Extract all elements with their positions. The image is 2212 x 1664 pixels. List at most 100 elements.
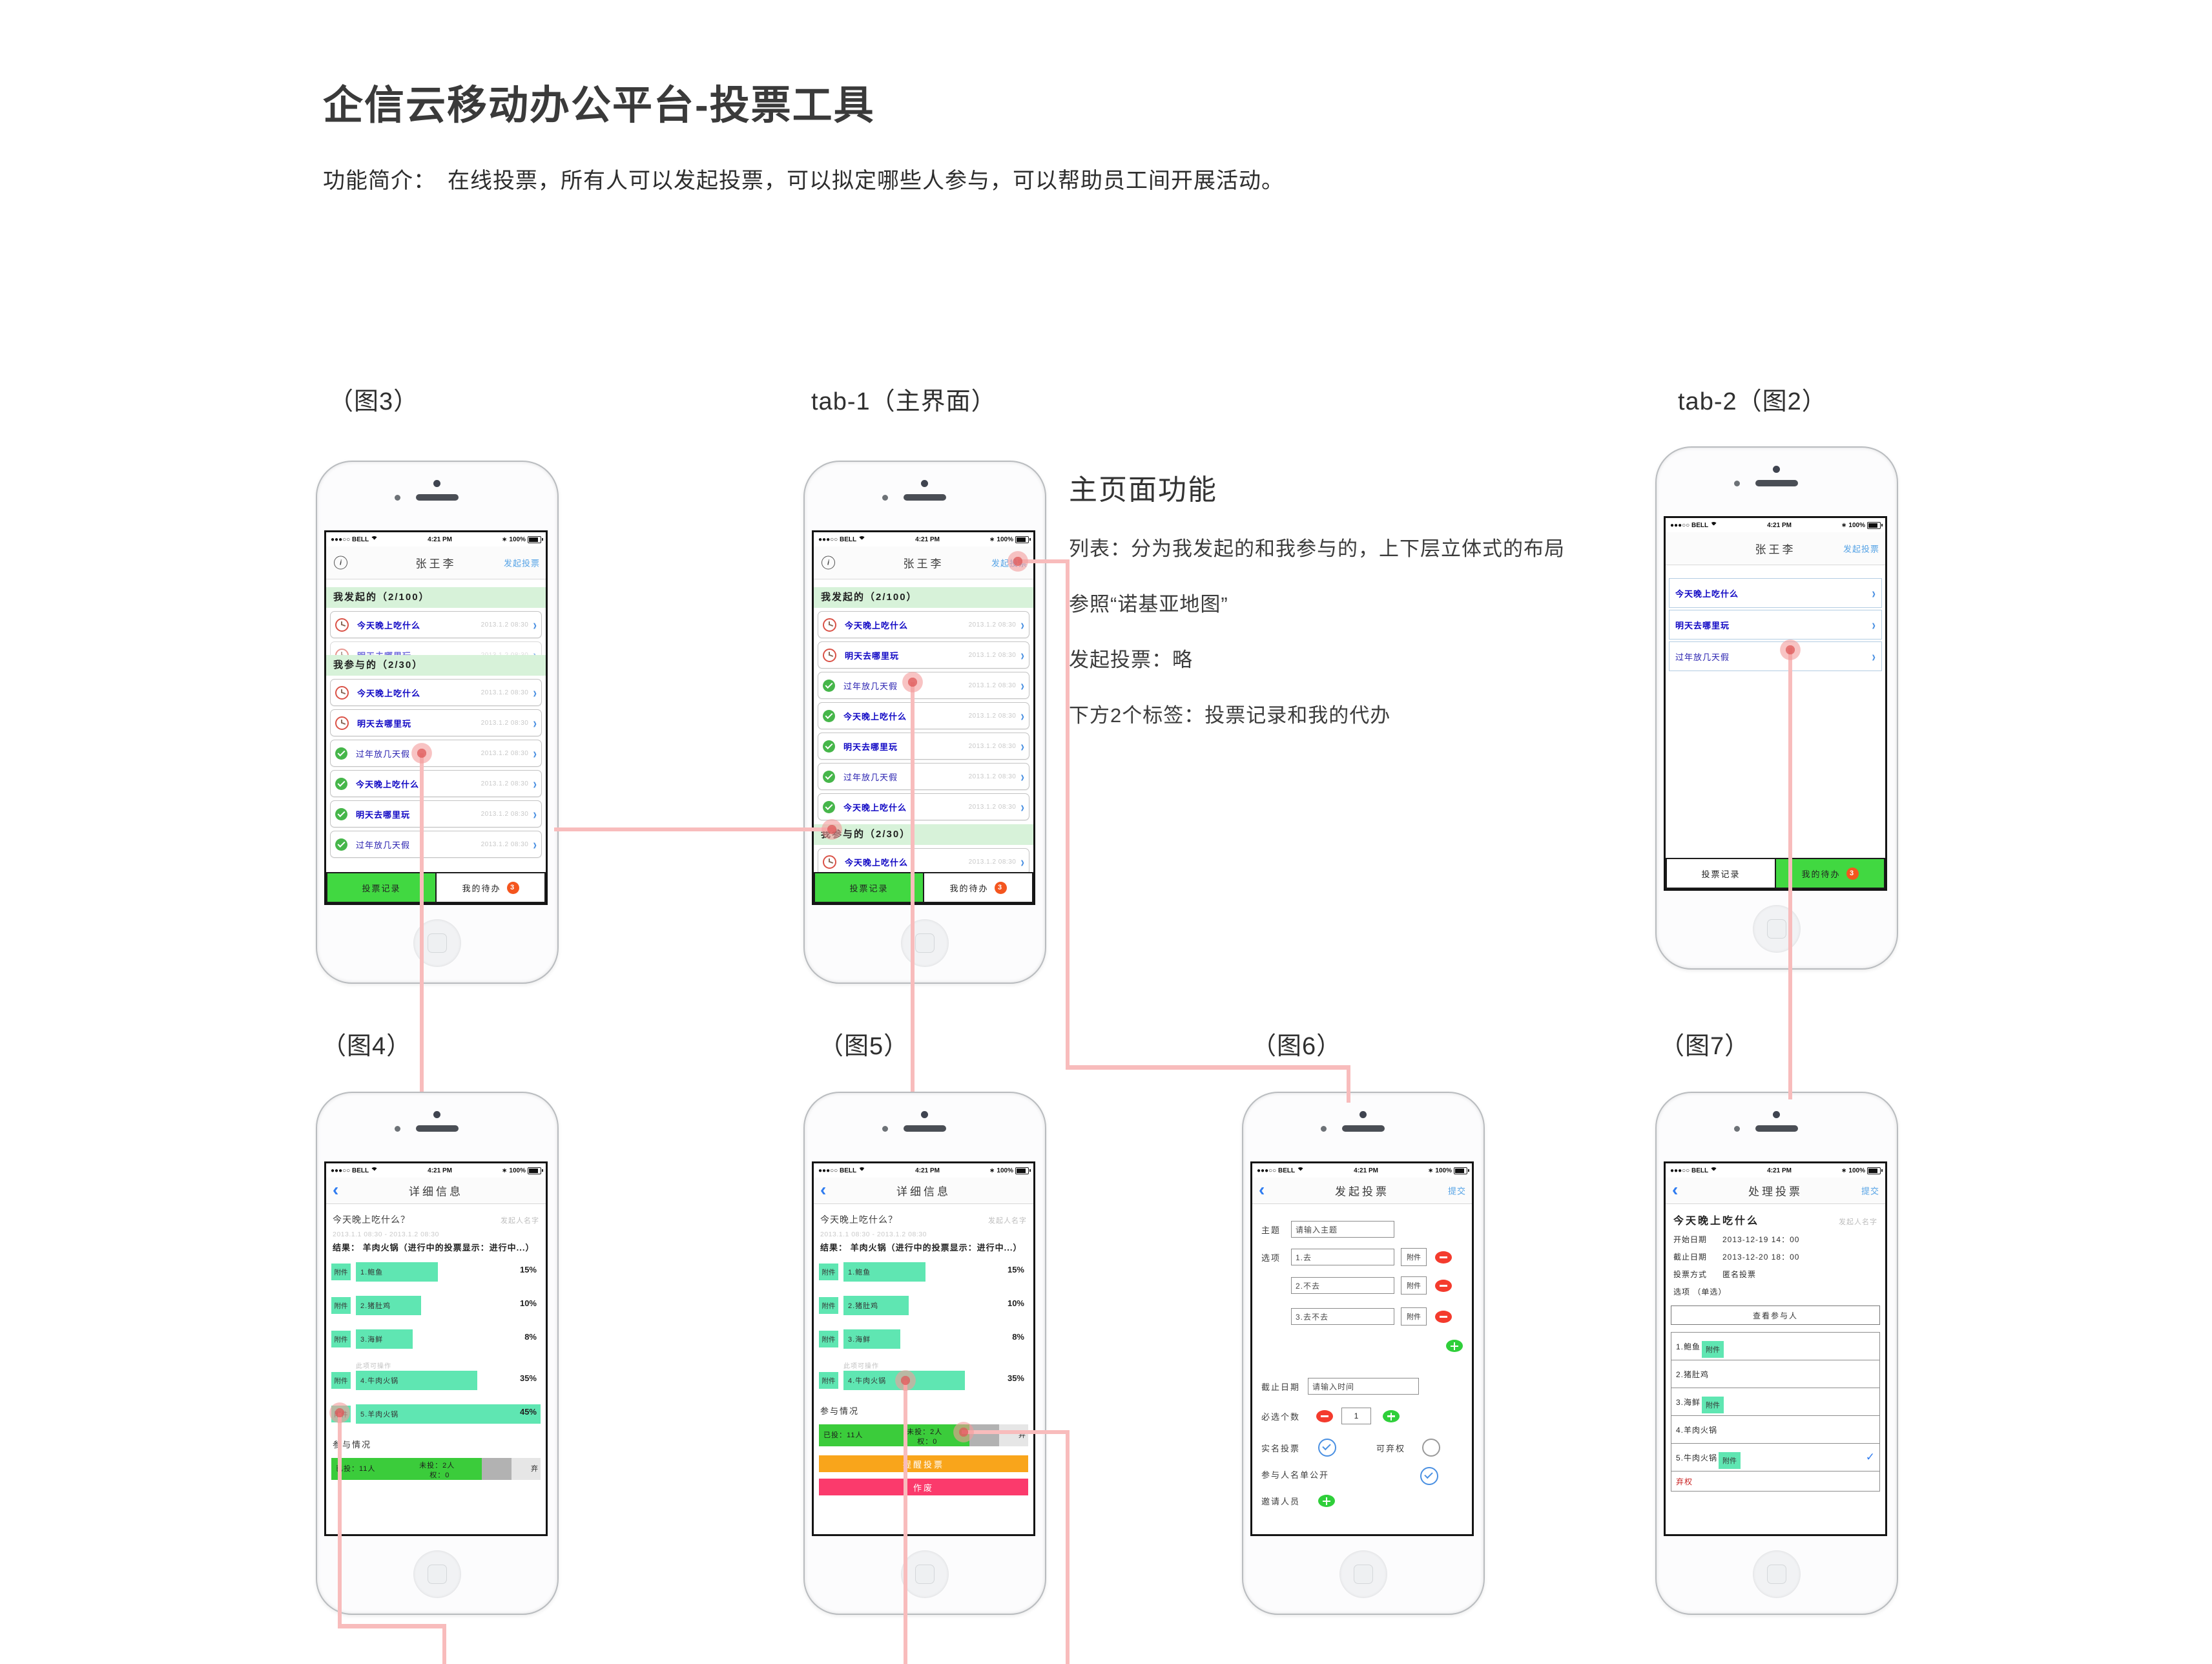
vote-option-row[interactable]: 5.牛肉火锅 附件 ✓ [1671, 1443, 1880, 1472]
vote-owner: 发起人名字 [988, 1217, 1027, 1225]
attachment-tag[interactable]: 附件 [331, 1297, 351, 1314]
attach-button[interactable]: 附件 [1401, 1276, 1427, 1295]
attachment-tag[interactable]: 附件 [819, 1264, 838, 1280]
vote-row-title: 今天晚上吃什么 [845, 857, 909, 868]
bluetooth-icon: ∗ [1841, 1167, 1847, 1174]
screen-vote-detail: ●●●○○ BELL 4:21 PM ∗ 100% ‹ 详细信息 今天晚上吃什么？… [324, 1161, 548, 1536]
vote-row[interactable]: 今天晚上吃什么 2013.1.2 08:30 › [818, 848, 1029, 875]
screen-vote-detail-manage: ●●●○○ BELL 4:21 PM ∗ 100% ‹ 详细信息 今天晚上吃什么？… [812, 1161, 1035, 1536]
tab-my-todo[interactable]: 我的待办 3 [1775, 859, 1884, 888]
remove-option-icon[interactable] [1435, 1251, 1452, 1264]
section-my-sent[interactable]: 我发起的（2/100） [326, 587, 546, 608]
option-input-3[interactable]: 3.去不去 [1291, 1308, 1394, 1325]
tab-vote-record[interactable]: 投票记录 [1667, 859, 1775, 888]
vote-row[interactable]: 今天晚上吃什么 2013.1.2 08:30 › [818, 702, 1029, 729]
section-my-joined[interactable]: 我参与的（2/30） [814, 824, 1033, 845]
vote-option-row[interactable]: 3.海鲜 附件 [1671, 1388, 1880, 1416]
invite-add-icon[interactable] [1318, 1495, 1335, 1507]
connector-line [911, 682, 915, 1092]
attachment-tag[interactable]: 附件 [331, 1264, 351, 1280]
back-icon[interactable]: ‹ [1672, 1179, 1679, 1200]
roster-public-checkbox[interactable] [1420, 1467, 1438, 1485]
vote-row[interactable]: 今天晚上吃什么 2013.1.2 08:30 › [330, 770, 542, 797]
realname-checkbox[interactable] [1318, 1439, 1336, 1457]
todo-row[interactable]: 明天去哪里玩 › [1669, 610, 1882, 640]
attachment-tag[interactable]: 附件 [819, 1331, 838, 1347]
attachment-tag[interactable]: 附件 [1702, 1341, 1724, 1358]
todo-row[interactable]: 过年放几天假 › [1669, 641, 1882, 671]
section-my-sent[interactable]: 我发起的（2/100） [814, 587, 1033, 608]
option-input-1[interactable]: 1.去 [1291, 1249, 1394, 1265]
min-select-value[interactable]: 1 [1341, 1408, 1371, 1424]
remind-vote-button[interactable]: 提醒投票 [819, 1455, 1028, 1472]
home-button[interactable] [1339, 1550, 1387, 1598]
vote-option-row[interactable]: 1.鲍鱼 附件 [1671, 1332, 1880, 1360]
remove-option-icon[interactable] [1435, 1279, 1452, 1292]
back-icon[interactable]: ‹ [1259, 1179, 1265, 1200]
topic-label: 主题 [1261, 1225, 1281, 1235]
view-participants-button[interactable]: 查看参与人 [1671, 1305, 1880, 1325]
status-bar: ●●●○○ BELL 4:21 PM ∗ 100% [1252, 1163, 1472, 1178]
option-input-2[interactable]: 2.不去 [1291, 1277, 1394, 1294]
home-button[interactable] [1753, 905, 1801, 953]
screen-vote-list-joined: ●●●○○ BELL 4:21 PM ∗ 100% i 张王李 发起投票 我发起的… [324, 530, 548, 905]
home-button[interactable] [1753, 1550, 1801, 1598]
attachment-tag[interactable]: 附件 [331, 1372, 351, 1389]
add-option-icon[interactable] [1446, 1340, 1463, 1352]
remove-option-icon[interactable] [1435, 1310, 1452, 1323]
vote-row-date: 2013.1.2 08:30 [968, 742, 1017, 750]
void-vote-button[interactable]: 作废 [819, 1479, 1028, 1495]
vote-row[interactable]: 今天晚上吃什么 2013.1.2 08:30 › [818, 793, 1029, 820]
attach-button[interactable]: 附件 [1401, 1248, 1427, 1266]
topic-input[interactable]: 请输入主题 [1291, 1221, 1394, 1238]
submit-button[interactable]: 提交 [1861, 1186, 1879, 1196]
increase-count-icon[interactable] [1383, 1409, 1400, 1422]
deadline-input[interactable]: 请输入时间 [1308, 1378, 1419, 1395]
vote-row[interactable]: 今天晚上吃什么 2013.1.2 08:30 › [330, 611, 542, 638]
home-button[interactable] [413, 1550, 461, 1598]
home-button[interactable] [901, 919, 949, 967]
attachment-tag[interactable]: 附件 [331, 1331, 351, 1347]
decrease-count-icon[interactable] [1316, 1409, 1333, 1422]
participation-bar: 已投：11人 未投：2人 权：0 弃 [819, 1424, 1028, 1446]
info-icon[interactable]: i [822, 556, 835, 570]
info-icon[interactable]: i [334, 556, 347, 570]
vote-option-row[interactable]: 2.猪肚鸡 [1671, 1360, 1880, 1388]
notes-line: 列表：分为我发起的和我参与的，上下层立体式的布局 [1069, 537, 1565, 560]
submit-button[interactable]: 提交 [1447, 1186, 1466, 1196]
tab-vote-record[interactable]: 投票记录 [815, 873, 923, 902]
vote-row[interactable]: 过年放几天假 2013.1.2 08:30 › [818, 763, 1029, 790]
label-fig5: （图5） [819, 1033, 909, 1060]
deadline-label: 截止日期 [1261, 1382, 1301, 1392]
vote-option-row[interactable]: 4.羊肉火锅 [1671, 1415, 1880, 1444]
attachment-tag[interactable]: 附件 [1702, 1397, 1724, 1413]
allow-abstain-checkbox[interactable] [1422, 1439, 1441, 1457]
todo-row[interactable]: 今天晚上吃什么 › [1669, 578, 1882, 608]
connector-line [904, 1380, 907, 1664]
back-icon[interactable]: ‹ [333, 1179, 339, 1200]
back-icon[interactable]: ‹ [820, 1179, 827, 1200]
vote-row[interactable]: 过年放几天假 2013.1.2 08:30 › [330, 831, 542, 858]
attachment-tag[interactable]: 附件 [1719, 1452, 1741, 1469]
section-my-joined[interactable]: 我参与的（2/30） [326, 655, 546, 676]
tab-my-todo[interactable]: 我的待办 3 [435, 873, 544, 902]
launch-vote-button[interactable]: 发起投票 [1843, 544, 1879, 554]
vote-row[interactable]: 今天晚上吃什么 2013.1.2 08:30 › [330, 679, 542, 706]
attach-button[interactable]: 附件 [1401, 1307, 1427, 1326]
tab-vote-record[interactable]: 投票记录 [327, 873, 435, 902]
notes-line: 下方2个标签：投票记录和我的代办 [1069, 704, 1391, 727]
vote-row[interactable]: 今天晚上吃什么 2013.1.2 08:30 › [818, 611, 1029, 638]
launch-vote-button[interactable]: 发起投票 [503, 558, 540, 568]
attachment-tag[interactable]: 附件 [819, 1372, 838, 1389]
attachment-tag[interactable]: 附件 [819, 1297, 838, 1314]
tab-my-todo[interactable]: 我的待办 3 [923, 873, 1032, 902]
abstain-row[interactable]: 弃权 [1671, 1471, 1880, 1492]
hotspot-dot [893, 1368, 918, 1393]
home-button[interactable] [901, 1550, 949, 1598]
vote-row[interactable]: 过年放几天假 2013.1.2 08:30 › [330, 740, 542, 767]
